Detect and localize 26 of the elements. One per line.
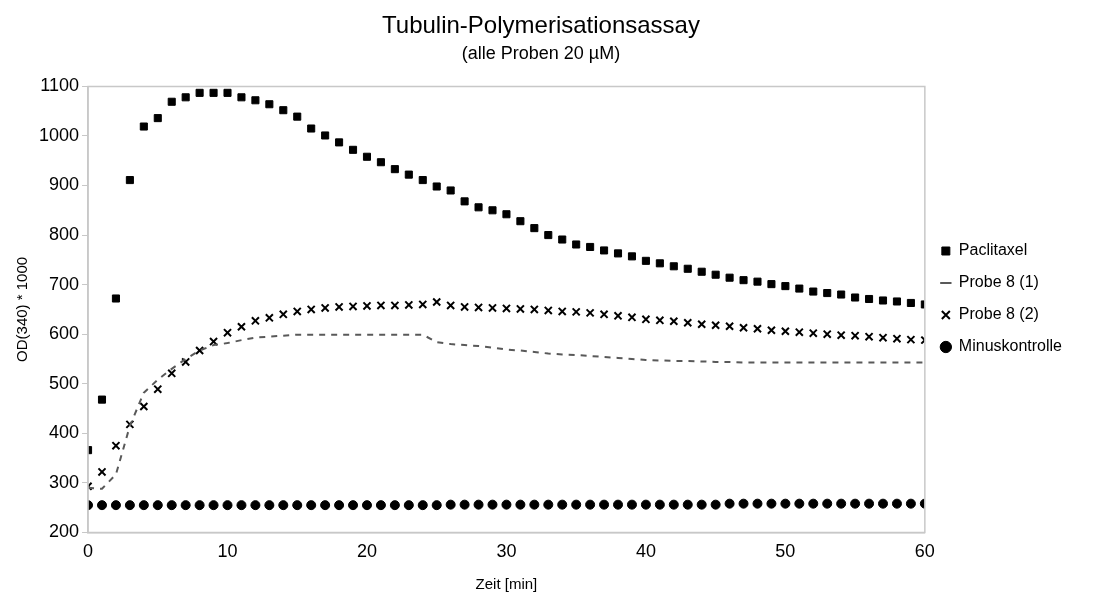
- y-tick-label: 900: [49, 174, 80, 195]
- y-tick-label: 600: [49, 323, 80, 344]
- chart-subtitle: (alle Proben 20 µM): [461, 42, 621, 63]
- y-tick-label: 500: [49, 372, 80, 393]
- y-tick-label: 200: [49, 521, 80, 542]
- y-tick-label: 1100: [40, 75, 80, 96]
- y-tick-label: 800: [49, 224, 80, 245]
- legend-label: Paclitaxel: [958, 241, 1028, 259]
- legend-label: Minuskontrolle: [958, 337, 1063, 355]
- legend-label: Probe 8 (2): [958, 305, 1039, 323]
- x-tick-label: 20: [356, 541, 377, 562]
- y-axis-title: OD(340) * 1000: [13, 256, 31, 362]
- x-axis-title: Zeit [min]: [475, 575, 538, 593]
- x-tick-label: 50: [775, 541, 796, 562]
- y-tick-label: 1000: [39, 124, 80, 145]
- chart-title: Tubulin-Polymerisationsassay: [382, 11, 700, 39]
- x-tick-label: 40: [635, 541, 656, 562]
- line-series: [88, 333, 925, 490]
- x-tick-label: 10: [217, 541, 238, 562]
- x-tick-label: 0: [83, 541, 94, 562]
- legend-label: Probe 8 (1): [958, 273, 1039, 291]
- x-tick-label: 60: [914, 541, 935, 562]
- x-tick-label: 30: [496, 541, 517, 562]
- y-tick-label: 300: [49, 471, 80, 492]
- y-tick-label: 400: [49, 422, 80, 443]
- y-tick-label: 700: [49, 273, 80, 294]
